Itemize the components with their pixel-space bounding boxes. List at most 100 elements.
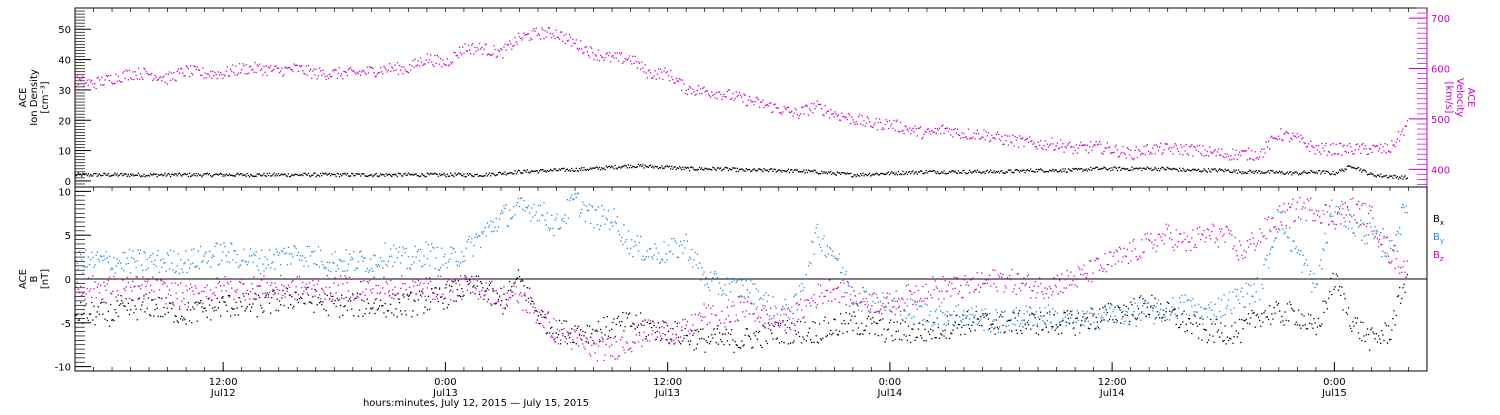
data-point — [208, 174, 209, 175]
data-point — [623, 224, 624, 225]
data-point — [99, 314, 100, 315]
data-point — [926, 132, 927, 133]
data-point — [1206, 155, 1207, 156]
data-point — [1401, 298, 1402, 299]
data-point — [870, 175, 871, 176]
data-point — [439, 270, 440, 271]
data-point — [745, 95, 746, 96]
data-point — [990, 170, 991, 171]
data-point — [283, 305, 284, 306]
data-point — [939, 338, 940, 339]
data-point — [901, 339, 902, 340]
data-point — [1143, 146, 1144, 147]
data-point — [1111, 167, 1112, 168]
data-point — [284, 174, 285, 175]
data-point — [312, 175, 313, 176]
data-point — [101, 256, 102, 257]
data-point — [537, 220, 538, 221]
data-point — [656, 79, 657, 80]
data-point — [697, 344, 698, 345]
data-point — [791, 111, 792, 112]
data-point — [1138, 149, 1139, 150]
data-point — [188, 260, 189, 261]
data-point — [1057, 312, 1058, 313]
data-point — [938, 323, 939, 324]
data-point — [1102, 317, 1103, 318]
data-point — [1007, 172, 1008, 173]
data-point — [897, 120, 898, 121]
data-point — [94, 324, 95, 325]
data-point — [206, 77, 207, 78]
data-point — [1369, 223, 1370, 224]
data-point — [556, 333, 557, 334]
data-point — [222, 78, 223, 79]
data-point — [454, 52, 455, 53]
data-point — [1326, 302, 1327, 303]
data-point — [1038, 316, 1039, 317]
data-point — [172, 302, 173, 303]
data-point — [807, 335, 808, 336]
data-point — [182, 272, 183, 273]
data-point — [1100, 144, 1101, 145]
data-point — [1371, 231, 1372, 232]
data-point — [543, 171, 544, 172]
data-point — [1405, 212, 1406, 213]
data-point — [442, 174, 443, 175]
data-point — [957, 173, 958, 174]
data-point — [997, 132, 998, 133]
data-point — [837, 116, 838, 117]
data-point — [610, 167, 611, 168]
data-point — [449, 285, 450, 286]
data-point — [1098, 144, 1099, 145]
data-point — [1256, 158, 1257, 159]
data-point — [682, 167, 683, 168]
data-point — [621, 52, 622, 53]
data-point — [1298, 136, 1299, 137]
data-point — [354, 72, 355, 73]
data-point — [202, 175, 203, 176]
data-point — [1118, 306, 1119, 307]
data-point — [666, 72, 667, 73]
data-point — [1288, 173, 1289, 174]
data-point — [1336, 172, 1337, 173]
data-point — [501, 210, 502, 211]
data-point — [249, 255, 250, 256]
data-point — [1068, 318, 1069, 319]
data-point — [855, 174, 856, 175]
data-point — [1261, 149, 1262, 150]
data-point — [283, 74, 284, 75]
data-point — [151, 261, 152, 262]
data-point — [943, 133, 944, 134]
data-point — [178, 253, 179, 254]
data-point — [1099, 308, 1100, 309]
data-point — [1266, 317, 1267, 318]
data-point — [331, 301, 332, 302]
data-point — [1177, 148, 1178, 149]
data-point — [189, 320, 190, 321]
data-point — [702, 88, 703, 89]
data-point — [557, 214, 558, 215]
data-point — [417, 251, 418, 252]
data-point — [1345, 151, 1346, 152]
data-point — [118, 316, 119, 317]
data-point — [979, 171, 980, 172]
data-point — [642, 256, 643, 257]
data-point — [186, 324, 187, 325]
data-point — [583, 335, 584, 336]
data-point — [482, 54, 483, 55]
data-point — [1300, 250, 1301, 251]
data-point — [383, 261, 384, 262]
data-point — [615, 165, 616, 166]
data-point — [1078, 148, 1079, 149]
data-point — [1039, 145, 1040, 146]
data-point — [672, 328, 673, 329]
data-point — [437, 174, 438, 175]
data-point — [311, 78, 312, 79]
data-point — [101, 77, 102, 78]
data-point — [358, 261, 359, 262]
data-point — [470, 242, 471, 243]
data-point — [1137, 318, 1138, 319]
data-point — [314, 74, 315, 75]
data-point — [1230, 155, 1231, 156]
data-point — [1066, 147, 1067, 148]
